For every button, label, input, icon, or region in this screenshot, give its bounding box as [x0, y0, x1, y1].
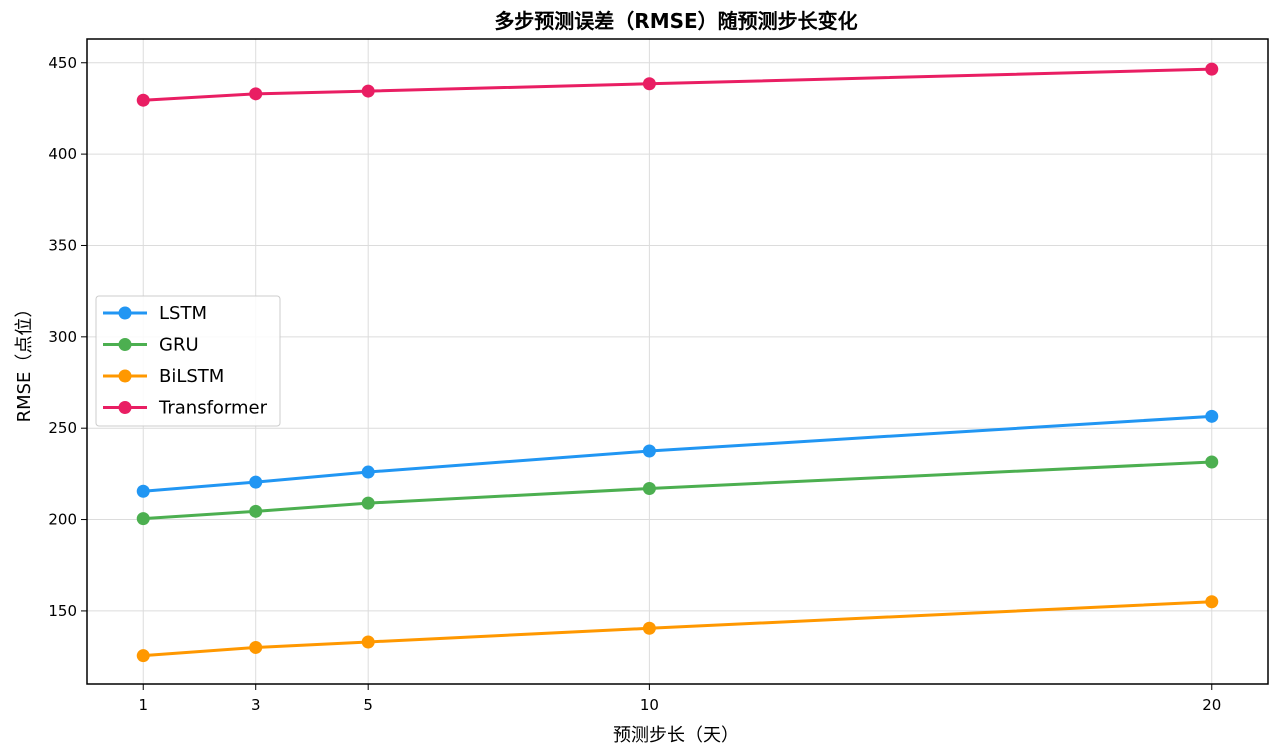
y-axis-label: RMSE（点位） — [14, 300, 35, 423]
data-point-lstm — [136, 484, 150, 498]
data-point-gru — [249, 504, 263, 518]
legend-label-gru: GRU — [159, 335, 199, 356]
x-tick-label: 3 — [251, 696, 261, 714]
legend-marker-bilstm — [118, 369, 132, 383]
data-point-gru — [136, 512, 150, 526]
legend-marker-transformer — [118, 401, 132, 414]
series-line-transformer — [141, 67, 1214, 102]
y-axis-ticks: 150 200 250 300 350 400 450 — [48, 54, 87, 620]
series-layer — [136, 62, 1219, 663]
plot-frame — [86, 38, 1269, 685]
data-point-bilstm — [361, 635, 375, 649]
data-point-bilstm — [642, 621, 656, 635]
data-point-bilstm — [1205, 595, 1219, 609]
legend-label-lstm: LSTM — [159, 303, 207, 324]
y-tick-label: 250 — [48, 419, 77, 437]
data-point-lstm — [361, 465, 375, 479]
data-point-lstm — [249, 475, 263, 489]
legend-marker-lstm — [118, 306, 132, 320]
series-line-bilstm — [141, 600, 1214, 658]
x-tick-label: 1 — [138, 696, 148, 714]
chart-title: 多步预测误差（RMSE）随预测步长变化 — [494, 9, 857, 33]
data-point-lstm — [642, 444, 656, 458]
x-tick-label: 5 — [363, 696, 373, 714]
data-point-gru — [1205, 455, 1219, 469]
x-axis-label: 预测步长（天） — [613, 725, 739, 746]
x-tick-label: 20 — [1202, 696, 1221, 714]
data-point-lstm — [1205, 409, 1219, 423]
y-tick-label: 150 — [48, 602, 77, 620]
grid — [87, 39, 1268, 684]
y-tick-label: 300 — [48, 328, 77, 346]
data-point-transformer — [249, 87, 263, 101]
y-tick-label: 450 — [48, 54, 77, 72]
series-line-lstm — [141, 414, 1214, 493]
legend: LSTM GRU BiLSTM Transformer — [95, 295, 281, 427]
y-tick-label: 200 — [48, 511, 77, 529]
data-point-gru — [642, 481, 656, 495]
y-tick-label: 350 — [48, 236, 77, 254]
legend-box — [95, 295, 281, 427]
legend-label-bilstm: BiLSTM — [159, 366, 224, 387]
x-tick-label: 10 — [640, 696, 659, 714]
data-point-transformer — [1205, 62, 1219, 76]
data-point-bilstm — [249, 640, 263, 654]
x-axis-ticks: 1 3 5 10 20 — [138, 684, 1221, 714]
y-tick-label: 400 — [48, 145, 77, 163]
legend-marker-gru — [118, 338, 132, 351]
series-line-gru — [141, 460, 1214, 521]
data-point-gru — [361, 496, 375, 510]
data-point-transformer — [642, 77, 656, 91]
legend-label-transformer: Transformer — [158, 398, 268, 419]
data-point-transformer — [361, 84, 375, 98]
data-point-transformer — [136, 93, 150, 107]
data-point-bilstm — [136, 649, 150, 663]
